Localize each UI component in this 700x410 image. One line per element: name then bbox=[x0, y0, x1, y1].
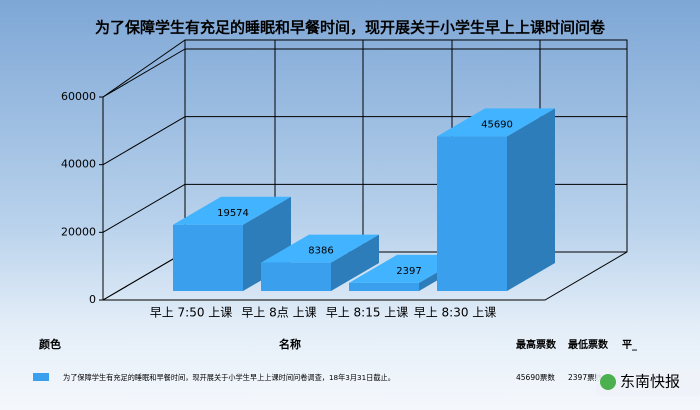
chart-title: 为了保障学生有充足的睡眠和早餐时间，现开展关于小学生早上上课时间问卷 bbox=[95, 19, 606, 37]
bar bbox=[349, 282, 419, 291]
wall-top-edge bbox=[102, 39, 186, 98]
wall-frame bbox=[102, 39, 628, 301]
watermark-icon bbox=[600, 374, 616, 390]
value-label: 8386 bbox=[308, 246, 333, 257]
y-tick-label: 20000 bbox=[61, 225, 96, 238]
x-tick-label: 早上 8:15 上课 bbox=[326, 306, 409, 320]
bar-side bbox=[331, 234, 379, 291]
bar-top bbox=[437, 108, 555, 137]
bar-top bbox=[173, 196, 291, 225]
value-label: 45690 bbox=[481, 119, 513, 130]
value-label: 2397 bbox=[396, 266, 421, 277]
x-tick-label: 早上 8点 上课 bbox=[241, 306, 316, 320]
bar bbox=[173, 224, 243, 291]
table-cell: 为了保障学生有充足的睡眠和早餐时间，现开展关于小学生早上上课时间问卷调查，18年… bbox=[63, 373, 395, 382]
bar-top bbox=[261, 234, 379, 263]
bar bbox=[261, 262, 331, 291]
y-tick-label: 60000 bbox=[61, 90, 96, 103]
value-label: 19574 bbox=[217, 208, 249, 219]
bar-side bbox=[507, 108, 555, 291]
table-header: 颜色 bbox=[39, 337, 61, 351]
watermark-bg bbox=[596, 368, 700, 396]
grid-line bbox=[102, 183, 186, 233]
grid-line bbox=[102, 48, 186, 98]
legend-swatch bbox=[33, 373, 49, 381]
grid-line bbox=[102, 116, 186, 166]
bar bbox=[437, 136, 507, 291]
table-header: 名称 bbox=[279, 337, 301, 351]
watermark: 东南快报 bbox=[620, 373, 680, 391]
table-header: 最低票数 bbox=[568, 338, 609, 351]
table-cell: 2397票数 bbox=[568, 372, 603, 382]
table-header: 最高票数 bbox=[516, 338, 557, 351]
x-tick-label: 早上 7:50 上课 bbox=[150, 306, 233, 320]
y-tick-label: 40000 bbox=[61, 158, 96, 171]
y-tick-label: 0 bbox=[89, 293, 96, 306]
grid-line bbox=[102, 251, 186, 301]
x-tick-label: 早上 8:30 上课 bbox=[414, 306, 497, 320]
table-cell: 45690票数 bbox=[516, 372, 555, 382]
table-header: 平_ bbox=[622, 339, 637, 351]
